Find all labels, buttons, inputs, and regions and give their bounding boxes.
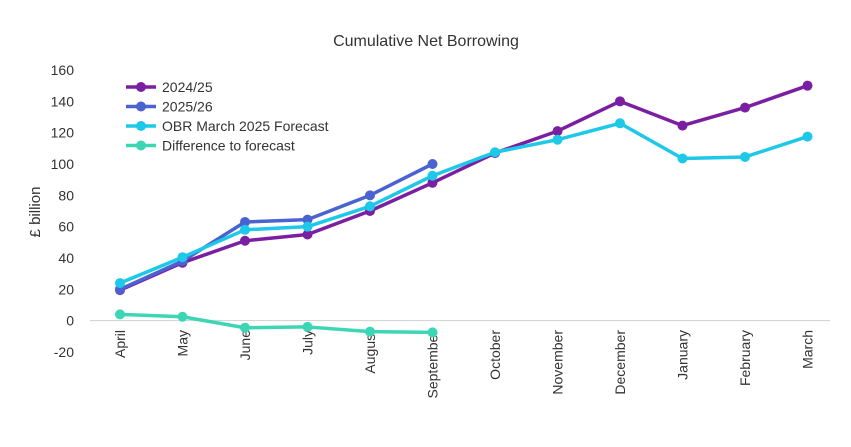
y-axis: -20 0 20 40 60 80 100 120 140 160 (51, 62, 75, 360)
x-tick-label-march: March (800, 330, 816, 369)
series-difference-to-forecast (115, 309, 438, 338)
data-point-obr-march-2025-forecast-august[interactable] (365, 201, 375, 212)
y-tick-label: 120 (51, 125, 75, 141)
data-point-difference-to-forecast-june[interactable] (240, 322, 250, 333)
x-tick-label-april: April (112, 330, 128, 358)
x-tick-label-may: May (175, 330, 191, 356)
data-point-difference-to-forecast-august[interactable] (365, 326, 375, 337)
data-point-difference-to-forecast-april[interactable] (115, 309, 125, 320)
series-line-2025-26 (118, 162, 435, 292)
series-line-difference-to-forecast (118, 312, 435, 335)
x-tick-label-august: August (362, 330, 378, 374)
y-tick-label: 20 (58, 281, 74, 297)
data-point-obr-march-2025-forecast-may[interactable] (177, 252, 188, 263)
legend-item-2025-26[interactable]: 2025/26 (126, 99, 213, 115)
y-tick-label: 100 (51, 156, 75, 172)
x-tick-label-july: July (300, 330, 316, 355)
data-point-2024-25-june[interactable] (240, 235, 250, 246)
y-tick-label: 140 (51, 93, 75, 109)
data-point-difference-to-forecast-july[interactable] (302, 321, 313, 332)
data-point-2024-25-december[interactable] (615, 96, 625, 107)
legend-item-difference-to-forecast[interactable]: Difference to forecast (126, 138, 295, 154)
data-point-obr-march-2025-forecast-february[interactable] (740, 151, 750, 162)
series-2024-25 (115, 80, 813, 296)
x-tick-label-september: September (425, 330, 441, 399)
data-point-2024-25-march[interactable] (802, 80, 813, 91)
x-tick-label-november: November (550, 330, 566, 395)
data-point-obr-march-2025-forecast-march[interactable] (802, 131, 813, 142)
legend-item-2024-25[interactable]: 2024/25 (126, 79, 213, 95)
legend: 2024/25 2025/26 OBR March 2025 Forecast Dif… (126, 79, 329, 154)
legend-label: Difference to forecast (162, 138, 295, 154)
y-tick-label: 80 (58, 187, 74, 203)
y-tick-label: 40 (58, 250, 74, 266)
y-tick-label: 60 (58, 219, 74, 235)
data-point-2025-26-july[interactable] (302, 214, 313, 225)
data-point-2024-25-january[interactable] (677, 120, 688, 131)
data-point-obr-march-2025-forecast-june[interactable] (240, 224, 250, 235)
x-tick-label-january: January (675, 330, 691, 380)
series-layer (115, 80, 813, 338)
x-tick-label-october: October (487, 330, 503, 380)
x-tick-label-june: June (237, 330, 253, 361)
y-tick-label: -20 (54, 344, 74, 360)
data-point-difference-to-forecast-may[interactable] (177, 311, 188, 322)
y-tick-label: 160 (51, 62, 75, 78)
legend-swatch-marker (136, 121, 146, 131)
legend-label: OBR March 2025 Forecast (162, 118, 329, 134)
data-point-2024-25-september[interactable] (427, 177, 438, 188)
y-axis-label: £ billion (27, 187, 44, 238)
legend-label: 2024/25 (162, 79, 213, 95)
data-point-2025-26-september[interactable] (427, 159, 438, 169)
legend-swatch-marker (136, 101, 146, 112)
data-point-obr-march-2025-forecast-october[interactable] (490, 147, 500, 158)
chart-title: Cumulative Net Borrowing (333, 33, 519, 50)
data-point-obr-march-2025-forecast-april[interactable] (115, 278, 125, 289)
y-tick-label: 0 (66, 313, 74, 329)
x-axis: April May June July August September October No… (112, 330, 816, 399)
data-point-2024-25-july[interactable] (302, 229, 313, 240)
data-point-obr-march-2025-forecast-july[interactable] (302, 221, 313, 232)
x-tick-label-february: February (737, 330, 753, 386)
data-point-obr-march-2025-forecast-december[interactable] (615, 118, 625, 129)
series-line-obr-march-2025-forecast (118, 121, 810, 285)
series-2025-26 (115, 159, 438, 295)
data-point-obr-march-2025-forecast-january[interactable] (677, 153, 688, 164)
data-point-obr-march-2025-forecast-november[interactable] (552, 134, 563, 145)
legend-swatch-marker (136, 82, 146, 92)
series-line-2024-25 (118, 83, 810, 292)
series-obr-march-2025-forecast (115, 118, 813, 289)
data-point-2024-25-november[interactable] (552, 126, 563, 137)
data-point-2025-26-june[interactable] (240, 216, 250, 227)
legend-label: 2025/26 (162, 99, 213, 115)
x-tick-label-december: December (612, 330, 628, 395)
legend-item-obr-march-2025-forecast[interactable]: OBR March 2025 Forecast (126, 118, 329, 134)
data-point-obr-march-2025-forecast-september[interactable] (427, 170, 438, 181)
data-point-2024-25-february[interactable] (740, 102, 750, 113)
data-point-difference-to-forecast-september[interactable] (427, 327, 438, 338)
legend-swatch-marker (136, 140, 146, 151)
data-point-2025-26-august[interactable] (365, 190, 375, 201)
